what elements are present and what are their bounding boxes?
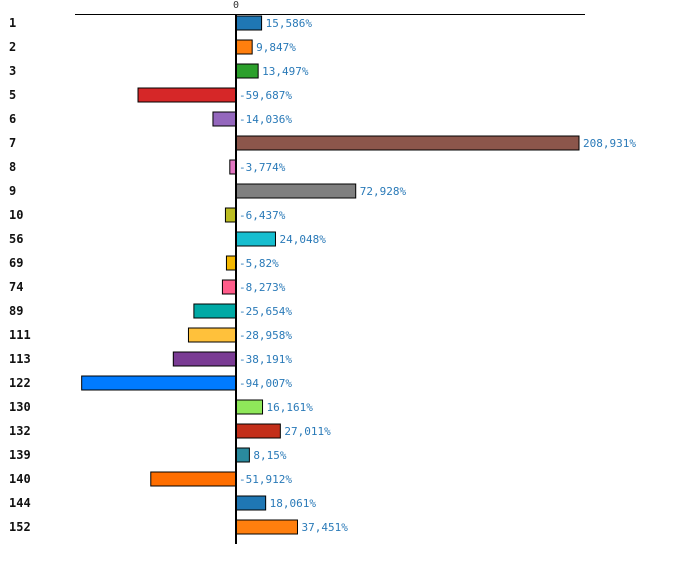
- value-label: -38,191%: [239, 353, 292, 366]
- category-label: 122: [9, 376, 31, 390]
- bar-74: [221, 279, 237, 295]
- category-label: 139: [9, 448, 31, 462]
- value-label: -25,654%: [239, 305, 292, 318]
- value-label: 8,15%: [253, 449, 286, 462]
- category-label: 6: [9, 112, 16, 126]
- category-label: 140: [9, 472, 31, 486]
- category-label: 130: [9, 400, 31, 414]
- bar-7: [235, 135, 580, 151]
- value-label: 15,586%: [266, 17, 313, 30]
- bar-1: [235, 15, 263, 31]
- bar-139: [235, 447, 250, 463]
- bar-5: [137, 87, 237, 103]
- value-label: 24,048%: [279, 233, 326, 246]
- category-label: 74: [9, 280, 23, 294]
- value-label: -14,036%: [239, 113, 292, 126]
- bar-152: [235, 519, 298, 535]
- bar-132: [235, 423, 281, 439]
- value-label: -94,007%: [239, 377, 292, 390]
- category-label: 3: [9, 64, 16, 78]
- value-label: 16,161%: [267, 401, 314, 414]
- category-label: 69: [9, 256, 23, 270]
- category-label: 7: [9, 136, 16, 150]
- bar-6: [212, 111, 237, 127]
- category-label: 56: [9, 232, 23, 246]
- category-label: 89: [9, 304, 23, 318]
- category-label: 111: [9, 328, 31, 342]
- category-label: 132: [9, 424, 31, 438]
- value-label: 37,451%: [301, 521, 348, 534]
- bar-89: [193, 303, 237, 319]
- value-label: -59,687%: [239, 89, 292, 102]
- category-label: 5: [9, 88, 16, 102]
- value-label: -8,273%: [239, 281, 286, 294]
- bar-130: [235, 399, 264, 415]
- bar-69: [225, 255, 237, 271]
- bar-9: [235, 183, 357, 199]
- category-label: 10: [9, 208, 23, 222]
- category-label: 152: [9, 520, 31, 534]
- value-label: 27,011%: [284, 425, 331, 438]
- bar-140: [150, 471, 237, 487]
- bar-113: [172, 351, 237, 367]
- bar-3: [235, 63, 259, 79]
- value-label: -3,774%: [239, 161, 286, 174]
- value-label: -51,912%: [239, 473, 292, 486]
- category-label: 113: [9, 352, 31, 366]
- bar-144: [235, 495, 267, 511]
- category-label: 144: [9, 496, 31, 510]
- value-label: 9,847%: [256, 41, 296, 54]
- category-label: 1: [9, 16, 16, 30]
- bar-2: [235, 39, 253, 55]
- bar-56: [235, 231, 276, 247]
- zero-tick-label: 0: [233, 0, 239, 11]
- value-label: -28,958%: [239, 329, 292, 342]
- value-label: 72,928%: [360, 185, 407, 198]
- bar-122: [81, 375, 237, 391]
- bar-10: [224, 207, 237, 223]
- value-label: 208,931%: [583, 137, 636, 150]
- category-label: 2: [9, 40, 16, 54]
- value-label: -5,82%: [239, 257, 279, 270]
- bar-111: [187, 327, 237, 343]
- category-label: 9: [9, 184, 16, 198]
- category-label: 8: [9, 160, 16, 174]
- value-label: 13,497%: [262, 65, 309, 78]
- value-label: -6,437%: [239, 209, 286, 222]
- value-label: 18,061%: [270, 497, 317, 510]
